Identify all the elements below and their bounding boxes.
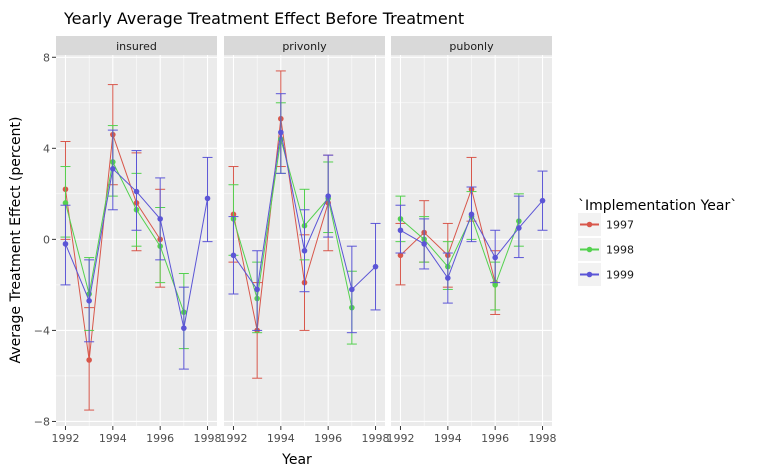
- facet-label: insured: [116, 40, 157, 53]
- y-tick-label: 0: [43, 233, 50, 246]
- legend-key-point: [586, 271, 593, 278]
- data-point: [539, 197, 546, 204]
- y-axis-label: Average Treatment Effect (percent): [8, 117, 24, 364]
- data-point: [325, 193, 331, 199]
- data-point: [230, 252, 237, 259]
- x-tick-label: 1992: [51, 432, 79, 445]
- legend-entry-1999: 1999: [578, 263, 634, 286]
- x-tick-label: 1998: [194, 432, 222, 445]
- data-point: [204, 195, 211, 202]
- series-line: [232, 139, 353, 308]
- panel-insured: insured 1992 1994 1996 1998: [51, 36, 222, 445]
- x-tick-label: 1994: [434, 432, 462, 445]
- legend-entry-1998: 1998: [578, 238, 634, 261]
- data-point: [86, 357, 92, 363]
- data-point: [492, 254, 498, 261]
- facet-strip: [56, 36, 217, 55]
- data-point: [468, 211, 475, 218]
- data-point: [86, 298, 92, 304]
- panel-pubonly: pubonly 1992 1994 1996 1998: [386, 36, 557, 445]
- legend-label: 1998: [606, 244, 634, 257]
- legend-key-point: [586, 221, 593, 228]
- facet-label: pubonly: [449, 40, 494, 53]
- data-point: [372, 263, 379, 270]
- x-axis-label: Year: [281, 452, 312, 468]
- data-point: [254, 286, 260, 293]
- data-point: [133, 188, 140, 195]
- y-axis: −8 −4 0 4 8: [34, 51, 56, 428]
- data-point: [349, 286, 355, 293]
- x-tick-label: 1996: [481, 432, 509, 445]
- x-tick-label: 1994: [267, 432, 295, 445]
- x-tick-label: 1996: [314, 432, 342, 445]
- y-tick-label: 4: [43, 142, 50, 155]
- series-line: [64, 160, 185, 313]
- facet-label: privonly: [282, 40, 327, 53]
- x-tick-label: 1994: [99, 432, 127, 445]
- x-tick-label: 1996: [146, 432, 174, 445]
- series-1999: [228, 93, 381, 334]
- data-point: [397, 252, 404, 259]
- data-point: [421, 241, 427, 247]
- legend-key-point: [586, 246, 593, 253]
- legend-title: `Implementation Year`: [578, 198, 737, 214]
- y-tick-label: 8: [43, 51, 50, 64]
- legend-entry-1997: 1997: [578, 213, 634, 236]
- series-line: [400, 215, 520, 287]
- data-point: [516, 225, 522, 231]
- x-tick-label: 1998: [362, 432, 390, 445]
- legend-label: 1999: [606, 269, 634, 282]
- data-point: [157, 216, 163, 222]
- x-tick-label: 1992: [219, 432, 247, 445]
- x-tick-label: 1992: [386, 432, 414, 445]
- facet-strip: [224, 36, 385, 55]
- panels: insured 1992 1994 1996 1998 privonly 1992 1994 1…: [51, 36, 557, 445]
- chart-title: Yearly Average Treatment Effect Before T…: [63, 9, 464, 28]
- panel-privonly: privonly 1992 1994 1996 1998: [219, 36, 390, 445]
- x-tick-label: 1998: [529, 432, 557, 445]
- data-point: [445, 275, 451, 281]
- y-tick-label: −8: [34, 415, 50, 428]
- series-1999: [395, 170, 548, 304]
- data-point: [181, 325, 187, 331]
- legend-label: 1997: [606, 219, 634, 232]
- data-point: [62, 241, 69, 247]
- y-tick-label: −4: [34, 324, 50, 337]
- data-point: [278, 129, 284, 136]
- facet-strip: [391, 36, 552, 55]
- series-1999: [60, 129, 213, 370]
- legend: `Implementation Year` 1997 1998 1999: [578, 198, 737, 286]
- data-point: [62, 200, 69, 206]
- data-point: [110, 166, 116, 172]
- data-point: [492, 282, 498, 288]
- data-point: [397, 227, 404, 234]
- data-point: [301, 247, 308, 254]
